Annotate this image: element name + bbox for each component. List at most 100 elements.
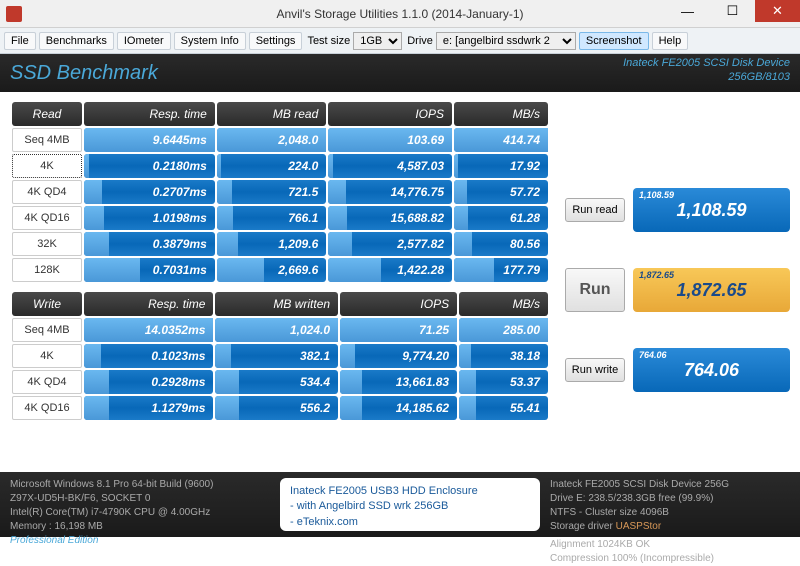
cell-value: 1,024.0 — [215, 318, 338, 342]
table-row: 4K QD40.2707ms721.514,776.7557.72 — [12, 180, 548, 204]
iometer-button[interactable]: IOmeter — [117, 32, 171, 50]
row-label[interactable]: 4K QD4 — [12, 180, 82, 204]
cell-value: 285.00 — [459, 318, 548, 342]
drive-label: Drive — [407, 35, 433, 47]
titlebar: Anvil's Storage Utilities 1.1.0 (2014-Ja… — [0, 0, 800, 28]
tables-area: ReadResp. timeMB readIOPSMB/sSeq 4MB9.64… — [10, 100, 550, 464]
row-label[interactable]: 4K — [12, 154, 82, 178]
table-row: Seq 4MB9.6445ms2,048.0103.69414.74 — [12, 128, 548, 152]
device-capacity: 256GB/8103 — [623, 70, 790, 84]
cell-value: 2,048.0 — [217, 128, 326, 152]
minimize-button[interactable]: — — [665, 0, 710, 22]
col-header: MB read — [217, 102, 326, 126]
write-table: WriteResp. timeMB writtenIOPSMB/sSeq 4MB… — [10, 290, 550, 422]
cell-value: 721.5 — [217, 180, 326, 204]
cell-value: 14,185.62 — [340, 396, 457, 420]
system-info: Microsoft Windows 8.1 Pro 64-bit Build (… — [10, 478, 270, 531]
cell-value: 55.41 — [459, 396, 548, 420]
col-header: Resp. time — [84, 292, 213, 316]
maximize-button[interactable]: ☐ — [710, 0, 755, 22]
cell-value: 0.2180ms — [84, 154, 215, 178]
table-row: Seq 4MB14.0352ms1,024.071.25285.00 — [12, 318, 548, 342]
col-title: Write — [12, 292, 82, 316]
cell-value: 0.1023ms — [84, 344, 213, 368]
read-table: ReadResp. timeMB readIOPSMB/sSeq 4MB9.64… — [10, 100, 550, 284]
cell-value: 414.74 — [454, 128, 548, 152]
cell-value: 2,577.82 — [328, 232, 452, 256]
drive-info: Inateck FE2005 SCSI Disk Device 256G Dri… — [550, 478, 790, 531]
edition-label: Professional Edition — [10, 534, 270, 548]
row-label[interactable]: Seq 4MB — [12, 128, 82, 152]
help-button[interactable]: Help — [652, 32, 689, 50]
cell-value: 0.3879ms — [84, 232, 215, 256]
cell-value: 53.37 — [459, 370, 548, 394]
sysinfo-button[interactable]: System Info — [174, 32, 246, 50]
footer: Microsoft Windows 8.1 Pro 64-bit Build (… — [0, 472, 800, 537]
read-score: 1,108.59 1,108.59 — [633, 188, 790, 232]
testsize-select[interactable]: 1GB — [353, 32, 402, 50]
cell-value: 382.1 — [215, 344, 338, 368]
cell-value: 0.7031ms — [84, 258, 215, 282]
window-buttons: — ☐ ✕ — [665, 0, 800, 22]
close-button[interactable]: ✕ — [755, 0, 800, 22]
cell-value: 103.69 — [328, 128, 452, 152]
cell-value: 15,688.82 — [328, 206, 452, 230]
total-score: 1,872.65 1,872.65 — [633, 268, 790, 312]
file-button[interactable]: File — [4, 32, 36, 50]
cell-value: 4,587.03 — [328, 154, 452, 178]
note-box: Inateck FE2005 USB3 HDD Enclosure - with… — [280, 478, 540, 531]
col-header: MB/s — [459, 292, 548, 316]
device-name: Inateck FE2005 SCSI Disk Device — [623, 56, 790, 70]
run-write-button[interactable]: Run write — [565, 358, 625, 382]
row-label[interactable]: Seq 4MB — [12, 318, 82, 342]
testsize-label: Test size — [307, 35, 350, 47]
page-title: SSD Benchmark — [10, 62, 158, 85]
row-label[interactable]: 4K QD16 — [12, 396, 82, 420]
table-row: 4K0.2180ms224.04,587.0317.92 — [12, 154, 548, 178]
row-label[interactable]: 4K QD16 — [12, 206, 82, 230]
cell-value: 1,422.28 — [328, 258, 452, 282]
drive-select[interactable]: e: [angelbird ssdwrk 2 — [436, 32, 576, 50]
cell-value: 0.2928ms — [84, 370, 213, 394]
write-score: 764.06 764.06 — [633, 348, 790, 392]
cell-value: 71.25 — [340, 318, 457, 342]
header-bar: SSD Benchmark Inateck FE2005 SCSI Disk D… — [0, 54, 800, 92]
cell-value: 1.1279ms — [84, 396, 213, 420]
settings-button[interactable]: Settings — [249, 32, 303, 50]
table-row: 4K0.1023ms382.19,774.2038.18 — [12, 344, 548, 368]
row-label[interactable]: 128K — [12, 258, 82, 282]
cell-value: 13,661.83 — [340, 370, 457, 394]
col-header: MB/s — [454, 102, 548, 126]
device-info: Inateck FE2005 SCSI Disk Device 256GB/81… — [623, 56, 790, 85]
cell-value: 14.0352ms — [84, 318, 213, 342]
row-label[interactable]: 4K QD4 — [12, 370, 82, 394]
run-read-button[interactable]: Run read — [565, 198, 625, 222]
table-row: 4K QD40.2928ms534.413,661.8353.37 — [12, 370, 548, 394]
benchmarks-button[interactable]: Benchmarks — [39, 32, 114, 50]
cell-value: 534.4 — [215, 370, 338, 394]
row-label[interactable]: 32K — [12, 232, 82, 256]
side-panel: Run read 1,108.59 1,108.59 Run 1,872.65 … — [565, 100, 790, 464]
table-row: 4K QD161.1279ms556.214,185.6255.41 — [12, 396, 548, 420]
table-row: 4K QD161.0198ms766.115,688.8261.28 — [12, 206, 548, 230]
row-label[interactable]: 4K — [12, 344, 82, 368]
run-button[interactable]: Run — [565, 268, 625, 312]
cell-value: 2,669.6 — [217, 258, 326, 282]
cell-value: 57.72 — [454, 180, 548, 204]
table-row: 32K0.3879ms1,209.62,577.8280.56 — [12, 232, 548, 256]
screenshot-button[interactable]: Screenshot — [579, 32, 649, 50]
col-header: IOPS — [340, 292, 457, 316]
cell-value: 556.2 — [215, 396, 338, 420]
table-row: 128K0.7031ms2,669.61,422.28177.79 — [12, 258, 548, 282]
app-icon — [6, 6, 22, 22]
cell-value: 9,774.20 — [340, 344, 457, 368]
window-title: Anvil's Storage Utilities 1.1.0 (2014-Ja… — [276, 7, 523, 21]
col-header: MB written — [215, 292, 338, 316]
toolbar: File Benchmarks IOmeter System Info Sett… — [0, 28, 800, 54]
cell-value: 80.56 — [454, 232, 548, 256]
cell-value: 0.2707ms — [84, 180, 215, 204]
cell-value: 17.92 — [454, 154, 548, 178]
col-header: Resp. time — [84, 102, 215, 126]
cell-value: 1.0198ms — [84, 206, 215, 230]
cell-value: 766.1 — [217, 206, 326, 230]
